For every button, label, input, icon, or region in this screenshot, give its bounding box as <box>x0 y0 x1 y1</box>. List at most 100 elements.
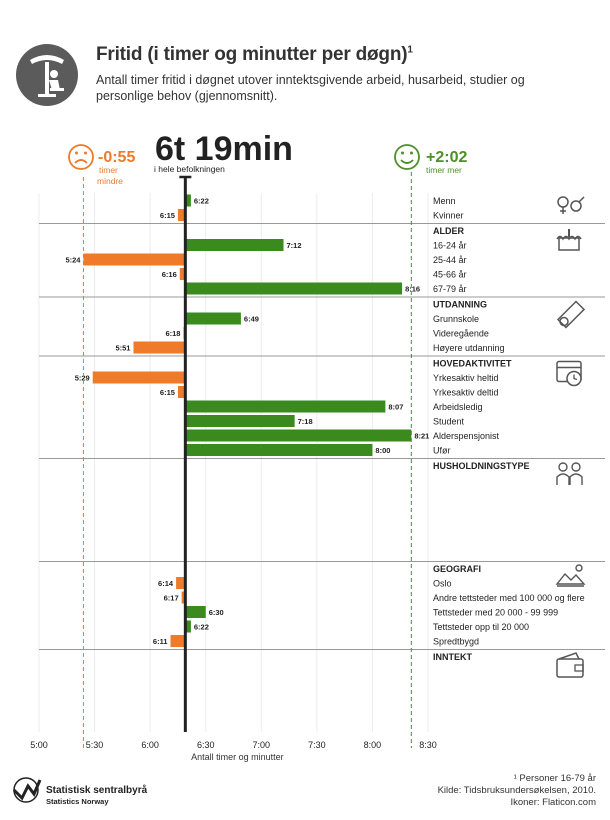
less-value: -0:55 <box>98 149 135 166</box>
group-heading: HUSHOLDNINGSTYPE <box>433 461 530 471</box>
category-label: Grunnskole <box>433 314 479 324</box>
data-label: 6:18 <box>165 329 180 338</box>
bar <box>185 429 412 442</box>
data-label: 6:11 <box>153 637 168 646</box>
bar <box>185 444 373 456</box>
bar <box>170 635 186 647</box>
average-value: 6t 19min <box>155 130 293 168</box>
x-tick-label: 6:00 <box>141 740 159 750</box>
more-label: timer mer <box>426 165 462 175</box>
birthday-cake-icon <box>556 229 582 251</box>
data-label: 5:24 <box>65 255 81 264</box>
category-label: Videregående <box>433 328 489 338</box>
less-label-1: timer <box>99 165 118 175</box>
category-label: Tettsteder med 20 000 - 99 999 <box>433 607 558 617</box>
data-label: 6:30 <box>209 608 224 617</box>
group-heading: GEOGRAFI <box>433 564 481 574</box>
data-label: 8:16 <box>405 284 420 293</box>
category-label: Kvinner <box>433 210 464 220</box>
calendar-clock-icon <box>556 360 582 387</box>
average-label: i hele befolkningen <box>154 164 225 174</box>
logo-name: Statistisk sentralbyrå <box>46 785 148 796</box>
landscape-icon <box>555 564 586 587</box>
diploma-icon <box>556 300 586 329</box>
ssb-logo-icon <box>12 776 42 809</box>
group-heading: INNTEKT <box>433 652 472 662</box>
data-label: 5:29 <box>75 373 90 382</box>
callouts: 6t 19min i hele befolkningen -0:55 timer… <box>68 130 467 186</box>
bar <box>176 577 186 589</box>
x-tick-label: 7:00 <box>253 740 271 750</box>
bar <box>185 415 295 427</box>
gender-icon <box>557 196 585 214</box>
sad-face-icon <box>68 144 94 170</box>
bar <box>185 400 386 413</box>
x-tick-label: 7:30 <box>308 740 326 750</box>
bar <box>179 268 186 280</box>
category-label: 45-66 år <box>433 269 467 279</box>
footer-notes: ¹ Personer 16-79 år Kilde: Tidsbruksunde… <box>438 773 596 809</box>
bar <box>185 606 206 618</box>
bar <box>133 341 186 354</box>
category-label: 25-44 år <box>433 255 467 265</box>
data-label: 6:15 <box>160 388 175 397</box>
bar <box>185 620 191 633</box>
source: Kilde: Tidsbruksundersøkelsen, 2010. <box>437 785 596 796</box>
bar <box>181 591 186 604</box>
bar <box>185 194 191 207</box>
bar <box>92 371 186 384</box>
category-label: Andre tettsteder med 100 000 og flere <box>433 593 585 603</box>
category-label: Yrkesaktiv heltid <box>433 373 499 383</box>
category-label: Arbeidsledig <box>433 402 483 412</box>
less-label-2: mindre <box>97 176 123 186</box>
bar <box>185 282 403 295</box>
category-label: Ufør <box>433 445 451 455</box>
data-label: 6:15 <box>160 211 175 220</box>
plot-area: 6:22 Menn 6:15 Kvinner ALDER 7:12 16-24 år 5:24… <box>30 172 605 762</box>
data-label: 8:21 <box>414 431 429 440</box>
data-label: 7:12 <box>287 241 302 250</box>
page-subtitle: Antall timer fritid i døgnet utover innt… <box>96 73 525 103</box>
x-tick-label: 8:00 <box>364 740 382 750</box>
data-label: 6:16 <box>162 270 177 279</box>
category-label: Høyere utdanning <box>433 343 505 353</box>
category-label: 16-24 år <box>433 240 467 250</box>
footnote: ¹ Personer 16-79 år <box>513 773 596 784</box>
icons-credit: Ikoner: Flaticon.com <box>510 797 596 808</box>
family-icon <box>556 462 583 485</box>
x-tick-label: 5:00 <box>30 740 48 750</box>
category-label: Oslo <box>433 578 452 588</box>
bar <box>177 209 186 221</box>
group-heading: HOVEDAKTIVITET <box>433 359 512 369</box>
bar <box>185 239 284 251</box>
data-label: 6:22 <box>194 622 209 631</box>
data-label: 7:18 <box>298 417 313 426</box>
category-label: 67-79 år <box>433 284 467 294</box>
data-label: 6:14 <box>158 579 174 588</box>
x-tick-label: 6:30 <box>197 740 215 750</box>
data-label: 6:17 <box>164 593 179 602</box>
category-label: Spredtbygd <box>433 636 479 646</box>
data-label: 6:49 <box>244 314 259 323</box>
wallet-icon <box>556 652 584 678</box>
data-label: 8:00 <box>375 446 390 455</box>
more-value: +2:02 <box>426 149 467 166</box>
bar <box>185 312 241 325</box>
category-label: Tettsteder opp til 20 000 <box>433 622 529 632</box>
happy-face-icon <box>394 144 420 170</box>
x-tick-label: 5:30 <box>86 740 104 750</box>
group-heading: ALDER <box>433 226 464 236</box>
data-label: 5:51 <box>115 343 130 352</box>
page-title: Fritid (i timer og minutter per døgn)1 <box>96 44 413 65</box>
category-label: Alderspensjonist <box>433 431 500 441</box>
bar <box>83 253 186 266</box>
category-label: Menn <box>433 196 456 206</box>
category-label: Yrkesaktiv deltid <box>433 387 499 397</box>
data-label: 6:22 <box>194 196 209 205</box>
x-axis-label: Antall timer og minutter <box>191 752 284 762</box>
group-heading: UTDANNING <box>433 300 487 310</box>
category-label: Student <box>433 416 465 426</box>
x-tick-label: 8:30 <box>419 740 437 750</box>
leisure-reading-icon <box>16 44 78 106</box>
